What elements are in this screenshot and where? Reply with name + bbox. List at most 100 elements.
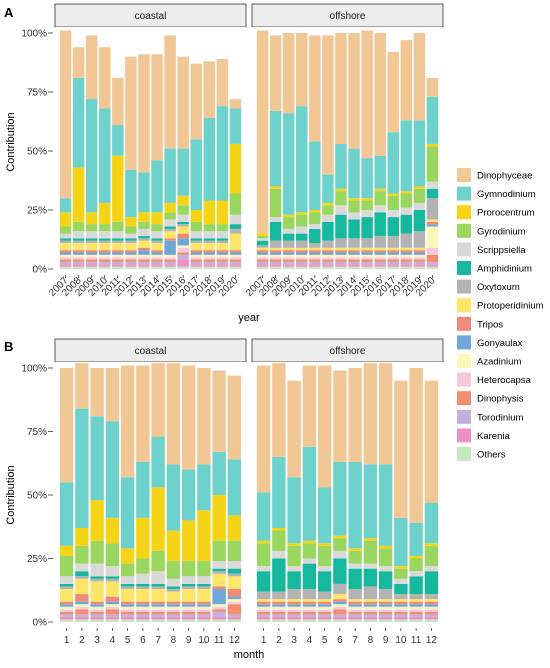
bar-segment-scrippsiella xyxy=(282,228,295,234)
bar-segment-gonyaulax xyxy=(394,604,408,607)
x-tick-label: 7 xyxy=(155,635,161,646)
bar-segment-gymnodinium xyxy=(98,108,111,203)
bar-segment-heterocapsa xyxy=(181,609,196,612)
bar-segment-dinophyceae xyxy=(72,47,85,78)
bar-segment-gonyaulax xyxy=(177,238,189,246)
x-tick-label: 12 xyxy=(229,635,241,646)
bar-segment-tripos xyxy=(190,250,203,253)
bar-segment-dinophysis xyxy=(59,259,72,262)
bar-segment-prorocentrum xyxy=(256,233,269,236)
bar-segment-azadinium xyxy=(424,606,439,610)
bar-segment-amphidinium xyxy=(302,563,317,589)
bar-segment-amphidinium xyxy=(197,583,211,587)
bar-segment-gonyaulax xyxy=(59,252,72,255)
bar-segment-protoperidinium xyxy=(335,247,347,251)
bar-segment-dinophysis xyxy=(335,259,347,262)
x-tick-label: 7 xyxy=(352,635,358,646)
bar-segment-dinophysis xyxy=(394,611,408,615)
bar-segment-scrippsiella xyxy=(105,566,120,577)
bar-segment-others xyxy=(98,266,111,269)
bar-segment-heterocapsa xyxy=(90,609,104,612)
bar-segment-tripos xyxy=(164,238,176,241)
bar-segment-gyrodinium xyxy=(212,540,226,562)
bar-segment-prorocentrum xyxy=(166,530,181,562)
bar-segment-gymnodinium xyxy=(138,172,150,213)
x-tick-label: 8 xyxy=(368,635,374,646)
bar-segment-dinophyceae xyxy=(387,51,400,133)
bar-segment-protoperidinium xyxy=(125,243,137,251)
bar-segment-karenia xyxy=(426,264,439,267)
y-tick-label: 0% xyxy=(33,265,48,276)
bar-segment-protoperidinium xyxy=(197,588,211,602)
bar-segment-oxytoxum xyxy=(216,240,229,244)
bar-segment-gymnodinium xyxy=(302,446,317,541)
bar-segment-dinophyceae xyxy=(426,77,439,97)
bar-segment-azadinium xyxy=(98,254,111,258)
bar-segment-gonyaulax xyxy=(348,252,360,255)
bar-segment-gymnodinium xyxy=(216,106,229,201)
bar-segment-gymnodinium xyxy=(136,461,150,518)
bar-segment-prorocentrum xyxy=(125,217,137,227)
legend-label: Heterocapsa xyxy=(477,375,532,386)
bar-segment-gymnodinium xyxy=(272,456,286,529)
bar-segment-azadinium xyxy=(374,254,386,258)
bar-segment-heterocapsa xyxy=(166,609,181,612)
bar-segment-protoperidinium xyxy=(333,594,347,600)
bar-segment-azadinium xyxy=(348,254,360,258)
bar-segment-prorocentrum xyxy=(229,143,242,194)
bar-segment-gyrodinium xyxy=(269,188,282,218)
bar-segment-oxytoxum xyxy=(361,238,373,248)
bar-segment-scrippsiella xyxy=(387,210,400,218)
bar-segment-gyrodinium xyxy=(387,195,400,210)
y-tick-label: 100% xyxy=(21,29,47,40)
bar-segment-torodinium xyxy=(136,614,150,617)
bar-segment-azadinium xyxy=(269,254,282,258)
bar-segment-gonyaulax xyxy=(400,252,413,255)
bar-segment-tripos xyxy=(302,601,317,605)
bar-segment-prorocentrum xyxy=(190,210,203,222)
bar-segment-gymnodinium xyxy=(363,464,378,539)
bar-segment-oxytoxum xyxy=(426,198,439,220)
bar-segment-others xyxy=(151,266,163,269)
bar-segment-gonyaulax xyxy=(361,252,373,255)
bar-segment-heterocapsa xyxy=(269,257,282,260)
bar-segment-amphidinium xyxy=(98,238,111,241)
bar-segment-oxytoxum xyxy=(112,240,124,244)
bar-segment-gyrodinium xyxy=(256,235,269,239)
bar-segment-karenia xyxy=(112,264,124,267)
bar-segment-dinophyceae xyxy=(75,362,89,409)
bar-segment-oxytoxum xyxy=(374,235,386,248)
bar-segment-prorocentrum xyxy=(295,212,308,215)
bar-segment-azadinium xyxy=(413,254,426,258)
bar-segment-dinophyceae xyxy=(85,35,98,100)
bar-segment-others xyxy=(335,266,347,269)
bar-segment-dinophysis xyxy=(190,259,203,262)
bar-segment-prorocentrum xyxy=(287,543,301,546)
bar-segment-scrippsiella xyxy=(348,212,360,220)
bar-segment-gyrodinium xyxy=(203,224,216,232)
bar-segment-protoperidinium xyxy=(177,226,189,234)
bar-segment-tripos xyxy=(177,233,189,239)
bar-segment-azadinium xyxy=(335,254,347,258)
bar-segment-torodinium xyxy=(282,261,295,265)
bar-segment-dinophysis xyxy=(166,611,181,615)
bar-segment-gyrodinium xyxy=(409,558,423,572)
bar-segment-gymnodinium xyxy=(85,99,98,213)
bar-segment-dinophyceae xyxy=(361,30,373,159)
bar-segment-others xyxy=(105,619,120,622)
bar-segment-dinophysis xyxy=(138,259,150,262)
bar-segment-others xyxy=(333,619,347,622)
bar-segment-prorocentrum xyxy=(177,195,189,206)
bar-segment-others xyxy=(164,266,176,269)
bar-segment-gyrodinium xyxy=(151,550,165,572)
bar-segment-amphidinium xyxy=(177,221,189,225)
bar-segment-tripos xyxy=(387,250,400,253)
bar-segment-dinophysis xyxy=(295,259,308,262)
bar-segment-oxytoxum xyxy=(85,240,98,244)
bar-segment-scrippsiella xyxy=(394,578,408,584)
bar-segment-gyrodinium xyxy=(394,568,408,579)
bar-segment-azadinium xyxy=(295,254,308,258)
x-axis-title: month xyxy=(234,649,265,661)
bar-segment-dinophysis xyxy=(413,259,426,262)
bar-segment-torodinium xyxy=(256,261,269,265)
